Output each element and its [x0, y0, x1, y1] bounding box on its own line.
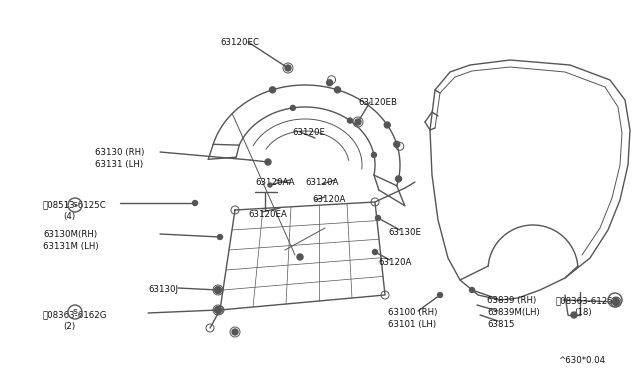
Text: S: S [72, 309, 77, 315]
Circle shape [218, 234, 223, 240]
Text: 63101 (LH): 63101 (LH) [388, 320, 436, 329]
Text: 63120A: 63120A [312, 195, 346, 204]
Text: 63120EB: 63120EB [358, 98, 397, 107]
Circle shape [214, 307, 221, 314]
Text: 63131M (LH): 63131M (LH) [43, 242, 99, 251]
Circle shape [571, 312, 577, 318]
Circle shape [355, 119, 361, 125]
Circle shape [268, 183, 272, 187]
Text: 63120EC: 63120EC [220, 38, 259, 47]
Text: 63130 (RH): 63130 (RH) [95, 148, 145, 157]
Circle shape [335, 87, 340, 93]
Text: 63130M(RH): 63130M(RH) [43, 230, 97, 239]
Text: (4): (4) [63, 212, 75, 221]
Text: 63100 (RH): 63100 (RH) [388, 308, 437, 317]
Text: Ⓢ08513-6125C: Ⓢ08513-6125C [43, 200, 107, 209]
Text: ^630*0.04: ^630*0.04 [558, 356, 605, 365]
Circle shape [269, 87, 275, 93]
Text: S: S [72, 202, 77, 208]
Text: Ⓢ08363-6125D: Ⓢ08363-6125D [556, 296, 620, 305]
Circle shape [438, 292, 442, 298]
Text: 63130J: 63130J [148, 285, 178, 294]
Circle shape [291, 105, 295, 110]
Circle shape [348, 118, 353, 123]
Circle shape [396, 176, 401, 182]
Text: 63120EA: 63120EA [248, 210, 287, 219]
Circle shape [326, 80, 333, 86]
Text: 63120A: 63120A [378, 258, 412, 267]
Circle shape [394, 141, 400, 147]
Circle shape [384, 122, 390, 128]
Circle shape [470, 288, 474, 292]
Circle shape [285, 65, 291, 71]
Circle shape [612, 298, 620, 305]
Circle shape [371, 153, 376, 157]
Circle shape [232, 329, 238, 335]
Text: 63120E: 63120E [292, 128, 325, 137]
Circle shape [372, 250, 378, 254]
Text: S: S [612, 297, 618, 303]
Circle shape [297, 254, 303, 260]
Circle shape [193, 201, 198, 205]
Text: 63130E: 63130E [388, 228, 421, 237]
Text: Ⓢ08363-6162G: Ⓢ08363-6162G [43, 310, 108, 319]
Text: 63131 (LH): 63131 (LH) [95, 160, 143, 169]
Text: 63839M(LH): 63839M(LH) [487, 308, 540, 317]
Text: 63815: 63815 [487, 320, 515, 329]
Circle shape [265, 159, 271, 165]
Text: 63839 (RH): 63839 (RH) [487, 296, 536, 305]
Text: 63120A: 63120A [305, 178, 339, 187]
Text: 63120AA: 63120AA [255, 178, 294, 187]
Circle shape [214, 286, 221, 294]
Text: (2): (2) [63, 322, 75, 331]
Circle shape [376, 215, 381, 221]
Text: (18): (18) [574, 308, 591, 317]
